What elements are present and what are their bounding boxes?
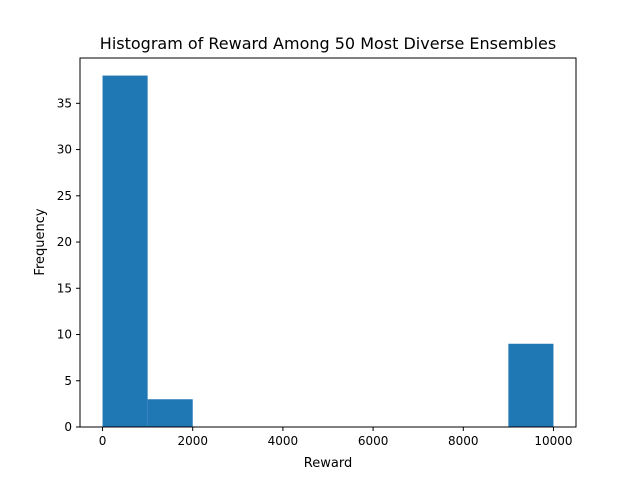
bars-group (102, 75, 554, 428)
histogram-bar-1 (147, 399, 193, 427)
x-tick-label-2: 4000 (268, 434, 299, 448)
x-tick-label-0: 0 (99, 434, 107, 448)
x-tick-label-4: 8000 (448, 434, 479, 448)
y-tick-label-7: 35 (57, 96, 72, 110)
chart-title: Histogram of Reward Among 50 Most Divers… (100, 34, 556, 53)
y-tick-label-5: 25 (57, 189, 72, 203)
y-tick-label-6: 30 (57, 143, 72, 157)
y-tick-label-3: 15 (57, 281, 72, 295)
x-axis-label: Reward (304, 456, 352, 471)
histogram-bar-9 (508, 343, 554, 427)
y-tick-label-1: 5 (64, 374, 72, 388)
x-axis-ticks: 0 2000 4000 6000 8000 10000 (99, 427, 573, 448)
y-tick-label-0: 0 (64, 420, 72, 434)
x-tick-label-1: 2000 (177, 434, 208, 448)
histogram-bar-0 (102, 75, 148, 428)
y-axis-label: Frequency (33, 208, 48, 275)
plot-frame (79, 57, 577, 428)
y-axis-ticks: 0 5 10 15 20 25 30 35 (57, 96, 80, 434)
x-tick-label-3: 6000 (358, 434, 389, 448)
y-tick-label-4: 20 (57, 235, 72, 249)
y-tick-label-2: 10 (57, 328, 72, 342)
x-tick-label-5: 10000 (534, 434, 572, 448)
